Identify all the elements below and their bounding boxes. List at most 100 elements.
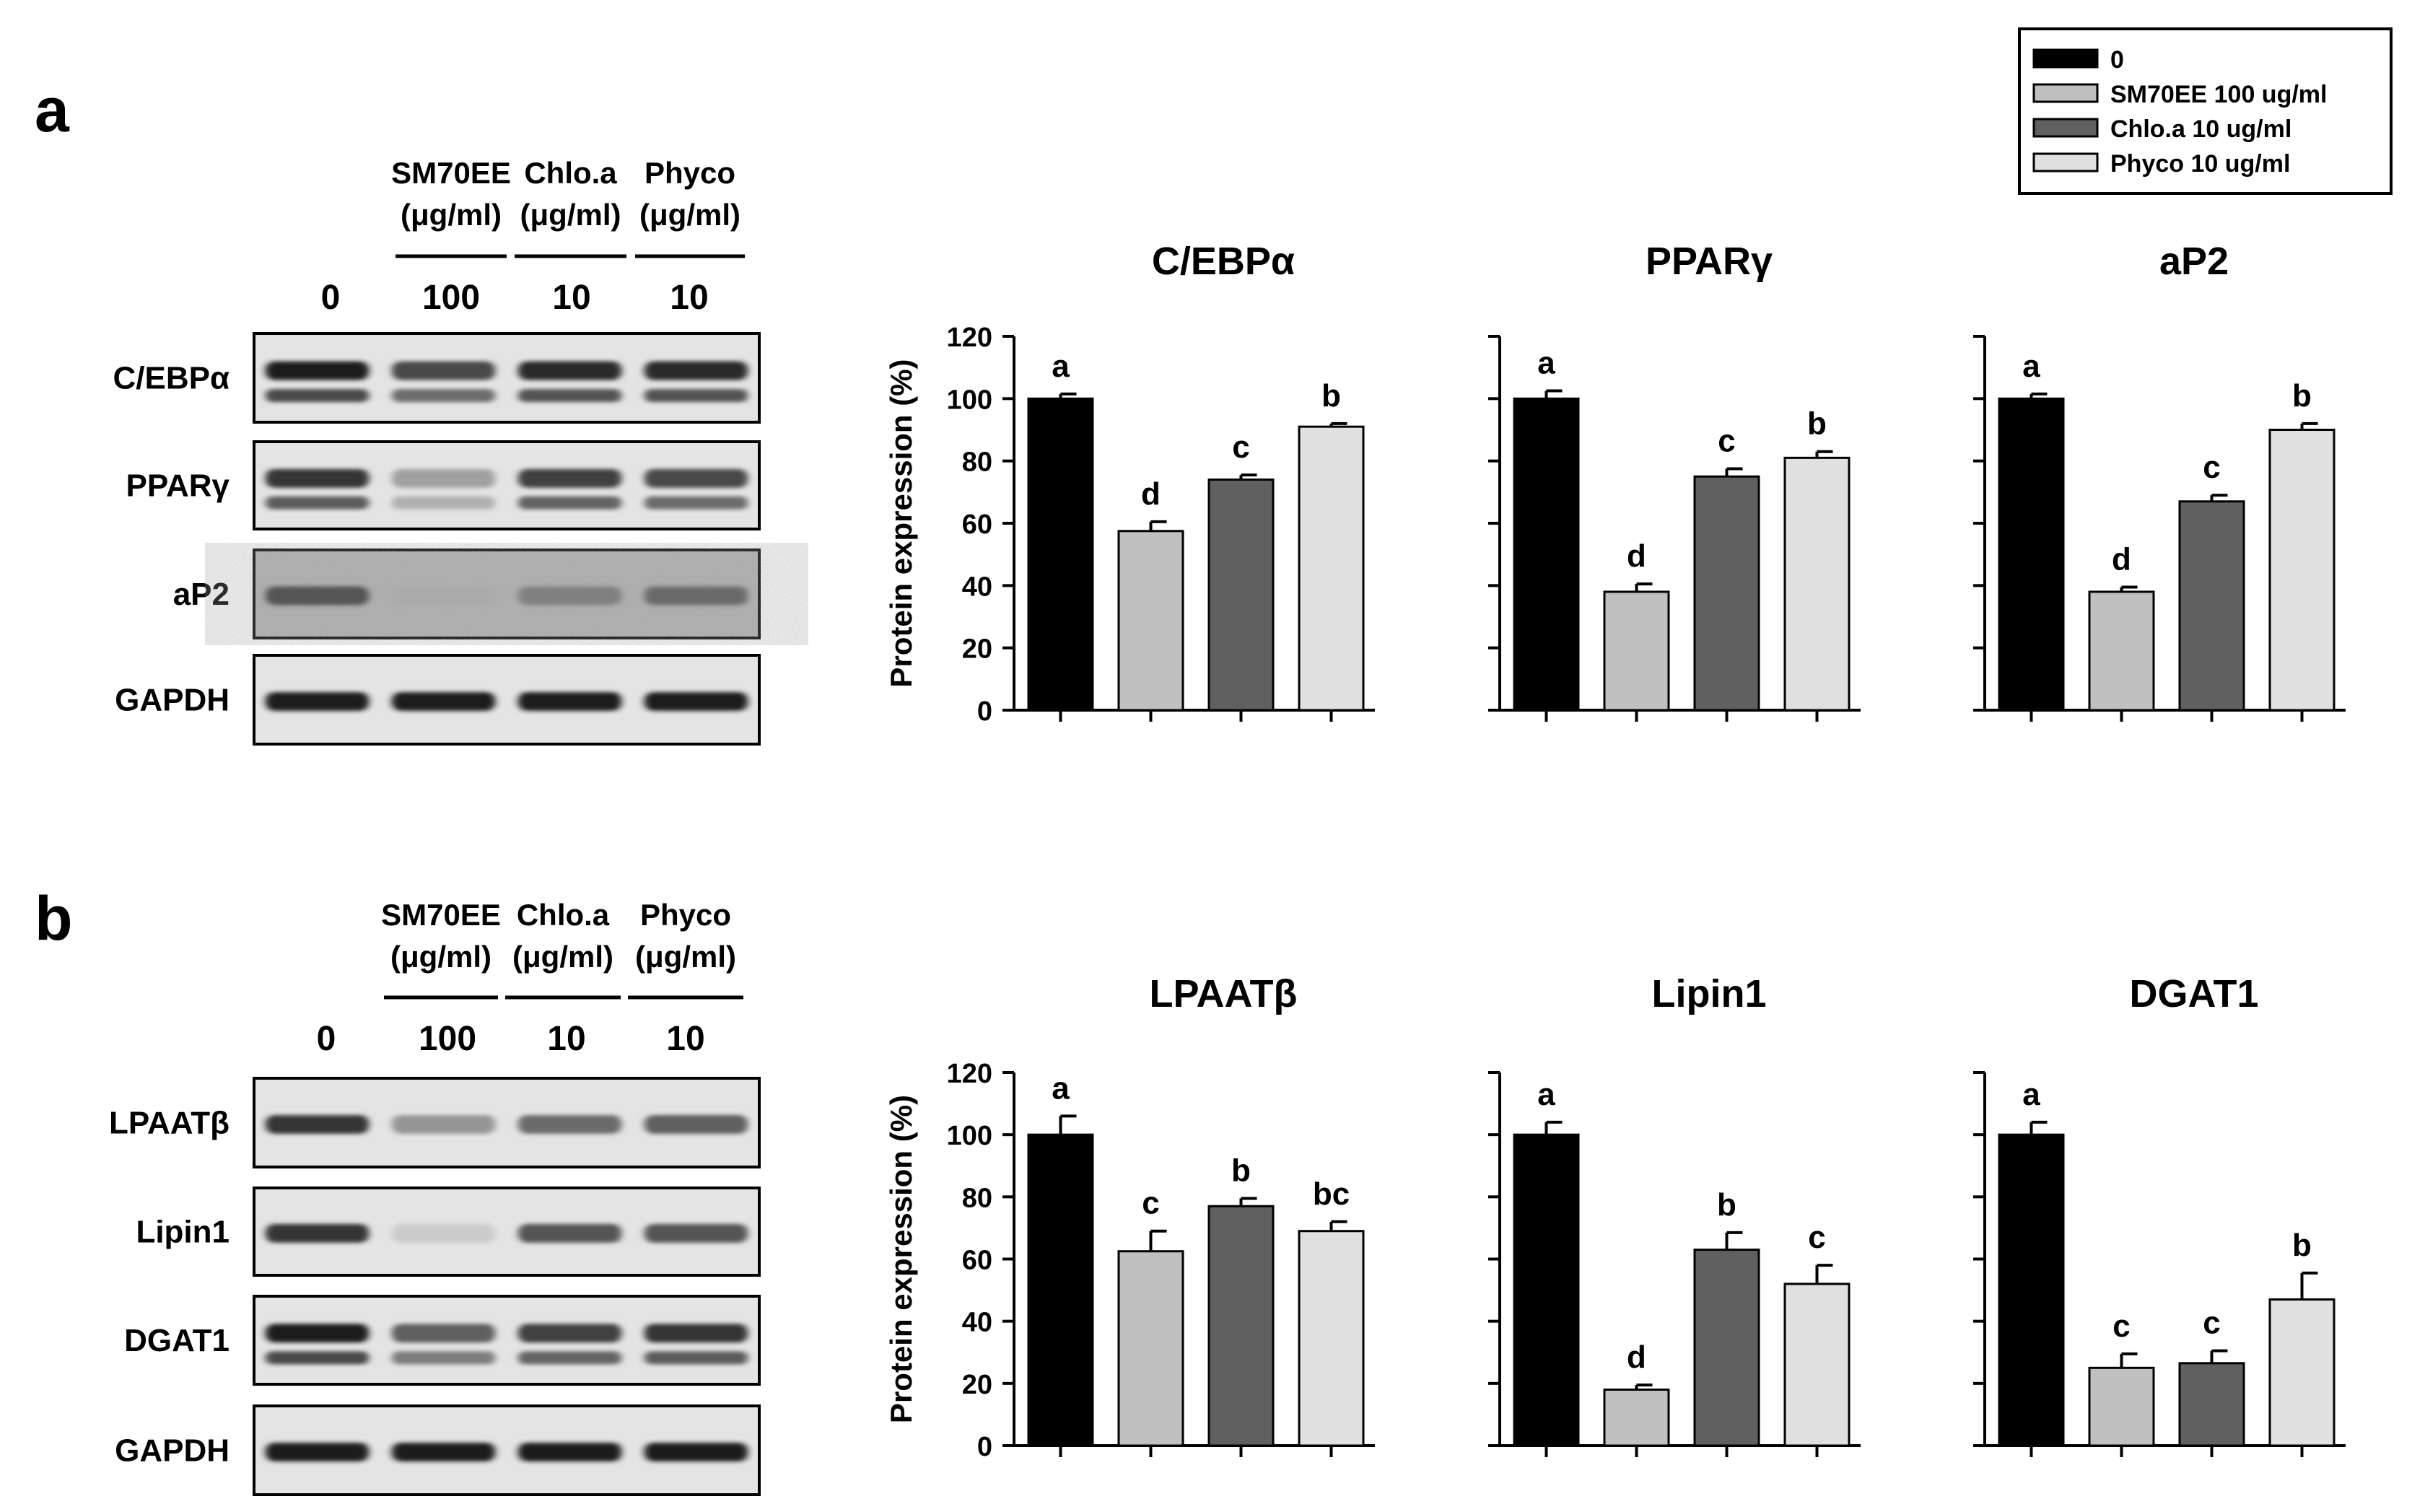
protein-band xyxy=(391,1223,496,1243)
significance-letter: d xyxy=(1141,476,1161,512)
lane-dose-label: 10 xyxy=(552,279,590,317)
chart: C/EBPα 0 20 40 60 80 100 120 Protein expression … xyxy=(884,240,1375,727)
protein-band xyxy=(517,361,622,380)
lane-dose-label: 100 xyxy=(419,1020,476,1058)
bar xyxy=(2268,429,2336,712)
chart-title: Lipin1 xyxy=(1652,972,1767,1015)
bar-charts: C/EBPα 0 20 40 60 80 100 120 Protein expression … xyxy=(884,240,2346,1462)
chart-title: LPAATβ xyxy=(1150,972,1298,1015)
protein-label: GAPDH xyxy=(115,683,230,718)
treatment-header: SM70EE xyxy=(381,898,501,932)
protein-band xyxy=(265,1114,370,1134)
lane-dose-label: 0 xyxy=(321,279,341,317)
protein-band-lower xyxy=(644,389,748,403)
significance-letter: bc xyxy=(1313,1176,1350,1212)
y-axis-label: Protein expression (%) xyxy=(884,359,918,687)
protein-band xyxy=(391,691,496,711)
protein-band xyxy=(265,1324,370,1343)
blot-row: GAPDH xyxy=(115,1404,761,1496)
significance-letter: b xyxy=(1717,1187,1736,1223)
significance-letter: c xyxy=(1232,429,1249,465)
protein-band xyxy=(265,361,370,380)
y-tick-label: 0 xyxy=(977,1432,992,1462)
significance-letter: c xyxy=(1718,423,1735,458)
y-tick-label: 40 xyxy=(962,572,992,602)
treatment-header: Phyco xyxy=(645,156,735,190)
blot-row: GAPDH xyxy=(115,654,761,746)
bar xyxy=(1603,590,1670,712)
blot-row: C/EBPα xyxy=(113,332,761,424)
bar xyxy=(1513,397,1580,712)
protein-band xyxy=(265,1223,370,1243)
significance-letter: a xyxy=(1537,1077,1555,1112)
y-tick-label: 60 xyxy=(962,510,992,540)
protein-band xyxy=(517,1114,622,1134)
bar xyxy=(1693,475,1760,712)
bar xyxy=(1207,1205,1275,1447)
protein-band xyxy=(644,361,748,380)
y-tick-label: 80 xyxy=(962,447,992,478)
significance-letter: b xyxy=(1321,378,1341,414)
significance-letter: a xyxy=(1052,349,1070,384)
protein-label: GAPDH xyxy=(115,1433,230,1469)
significance-letter: d xyxy=(1627,538,1646,574)
bar xyxy=(1783,1282,1851,1447)
significance-letter: d xyxy=(1627,1340,1646,1375)
protein-band-lower xyxy=(517,389,622,403)
protein-band xyxy=(644,1324,748,1343)
significance-letter: b xyxy=(2292,378,2312,414)
protein-band xyxy=(644,1223,748,1243)
treatment-unit: (μg/ml) xyxy=(635,940,736,974)
significance-letter: b xyxy=(1231,1153,1251,1188)
protein-band xyxy=(265,586,370,606)
significance-letter: d xyxy=(2112,541,2131,577)
protein-label: aP2 xyxy=(173,577,230,612)
chart: DGAT1 a c c b xyxy=(1973,972,2346,1457)
significance-letter: b xyxy=(2292,1228,2312,1263)
protein-band xyxy=(265,468,370,488)
significance-letter: a xyxy=(1052,1070,1070,1106)
y-axis-label: Protein expression (%) xyxy=(884,1095,918,1423)
blot-row: LPAATβ xyxy=(109,1077,761,1168)
significance-letter: c xyxy=(2203,1306,2220,1341)
y-tick-label: 80 xyxy=(962,1183,992,1213)
blot-row: PPARγ xyxy=(126,440,761,530)
protein-band-lower xyxy=(391,496,496,510)
protein-band xyxy=(517,1442,622,1461)
bar xyxy=(1027,397,1094,712)
protein-band xyxy=(644,691,748,711)
blot-row: Lipin1 xyxy=(136,1187,761,1277)
y-tick-label: 100 xyxy=(947,385,992,415)
significance-letter: a xyxy=(1537,346,1555,381)
protein-band-lower xyxy=(265,389,370,403)
lane-dose-label: 100 xyxy=(422,279,480,317)
protein-band xyxy=(391,586,496,606)
y-tick-label: 20 xyxy=(962,1370,992,1400)
panel-b-blot: b SM70EE (μg/ml) Chlo.a (μg/ml) Phyco (μg/ml) 0… xyxy=(35,884,761,1496)
western-blots: a SM70EE (μg/ml) Chlo.a (μg/ml) Phyco (μg/ml) 0… xyxy=(35,76,761,1496)
legend-label: SM70EE 100 ug/ml xyxy=(2110,81,2327,108)
significance-letter: c xyxy=(2112,1308,2130,1344)
bar xyxy=(1117,1250,1184,1447)
protein-band-lower xyxy=(644,496,748,510)
bar xyxy=(2088,590,2155,712)
bar xyxy=(1027,1133,1094,1447)
treatment-header: Chlo.a xyxy=(517,898,610,932)
protein-band xyxy=(265,1442,370,1461)
protein-label: PPARγ xyxy=(126,468,230,504)
legend-label: 0 xyxy=(2110,46,2124,74)
treatment-unit: (μg/ml) xyxy=(520,198,621,232)
legend-swatch xyxy=(2032,48,2099,69)
bar xyxy=(1298,425,1365,712)
protein-band xyxy=(517,691,622,711)
significance-letter: a xyxy=(2022,349,2040,384)
blot-row: DGAT1 xyxy=(124,1295,761,1386)
chart: LPAATβ 0 20 40 60 80 100 120 Protein expression … xyxy=(884,972,1375,1462)
treatment-header: SM70EE xyxy=(391,156,511,190)
y-tick-label: 60 xyxy=(962,1246,992,1276)
panel-letter: b xyxy=(35,884,73,953)
protein-band-lower xyxy=(517,1351,622,1365)
protein-band xyxy=(391,1442,496,1461)
lane-dose-label: 10 xyxy=(670,279,708,317)
